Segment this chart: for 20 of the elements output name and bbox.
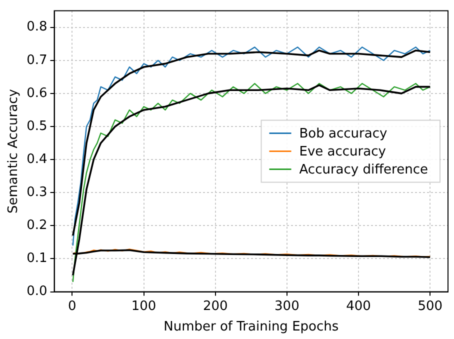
y-tick-label: 0.6 [26,86,48,101]
y-tick-label: 0.5 [26,118,48,134]
y-tick-label: 0.1 [26,251,48,266]
x-tick-label: 0 [68,298,76,314]
y-tick-label: 0.4 [26,152,48,167]
y-tick-label: 0.7 [26,52,48,68]
legend-label: Bob accuracy [299,126,388,142]
y-tick-label: 0.3 [26,185,48,200]
legend-label: Accuracy difference [299,162,428,178]
legend-label: Eve accuracy [299,144,386,160]
y-tick-label: 0.0 [26,284,48,300]
y-tick-label: 0.2 [26,218,48,234]
x-tick-label: 200 [202,298,228,314]
x-tick-label: 400 [346,298,371,314]
y-axis-title: Semantic Accuracy [6,88,22,214]
x-tick-label: 300 [274,298,300,314]
x-axis-title: Number of Training Epochs [164,320,339,335]
y-tick-label: 0.8 [26,20,48,35]
x-tick-label: 500 [418,298,443,314]
x-tick-label: 100 [131,298,156,314]
